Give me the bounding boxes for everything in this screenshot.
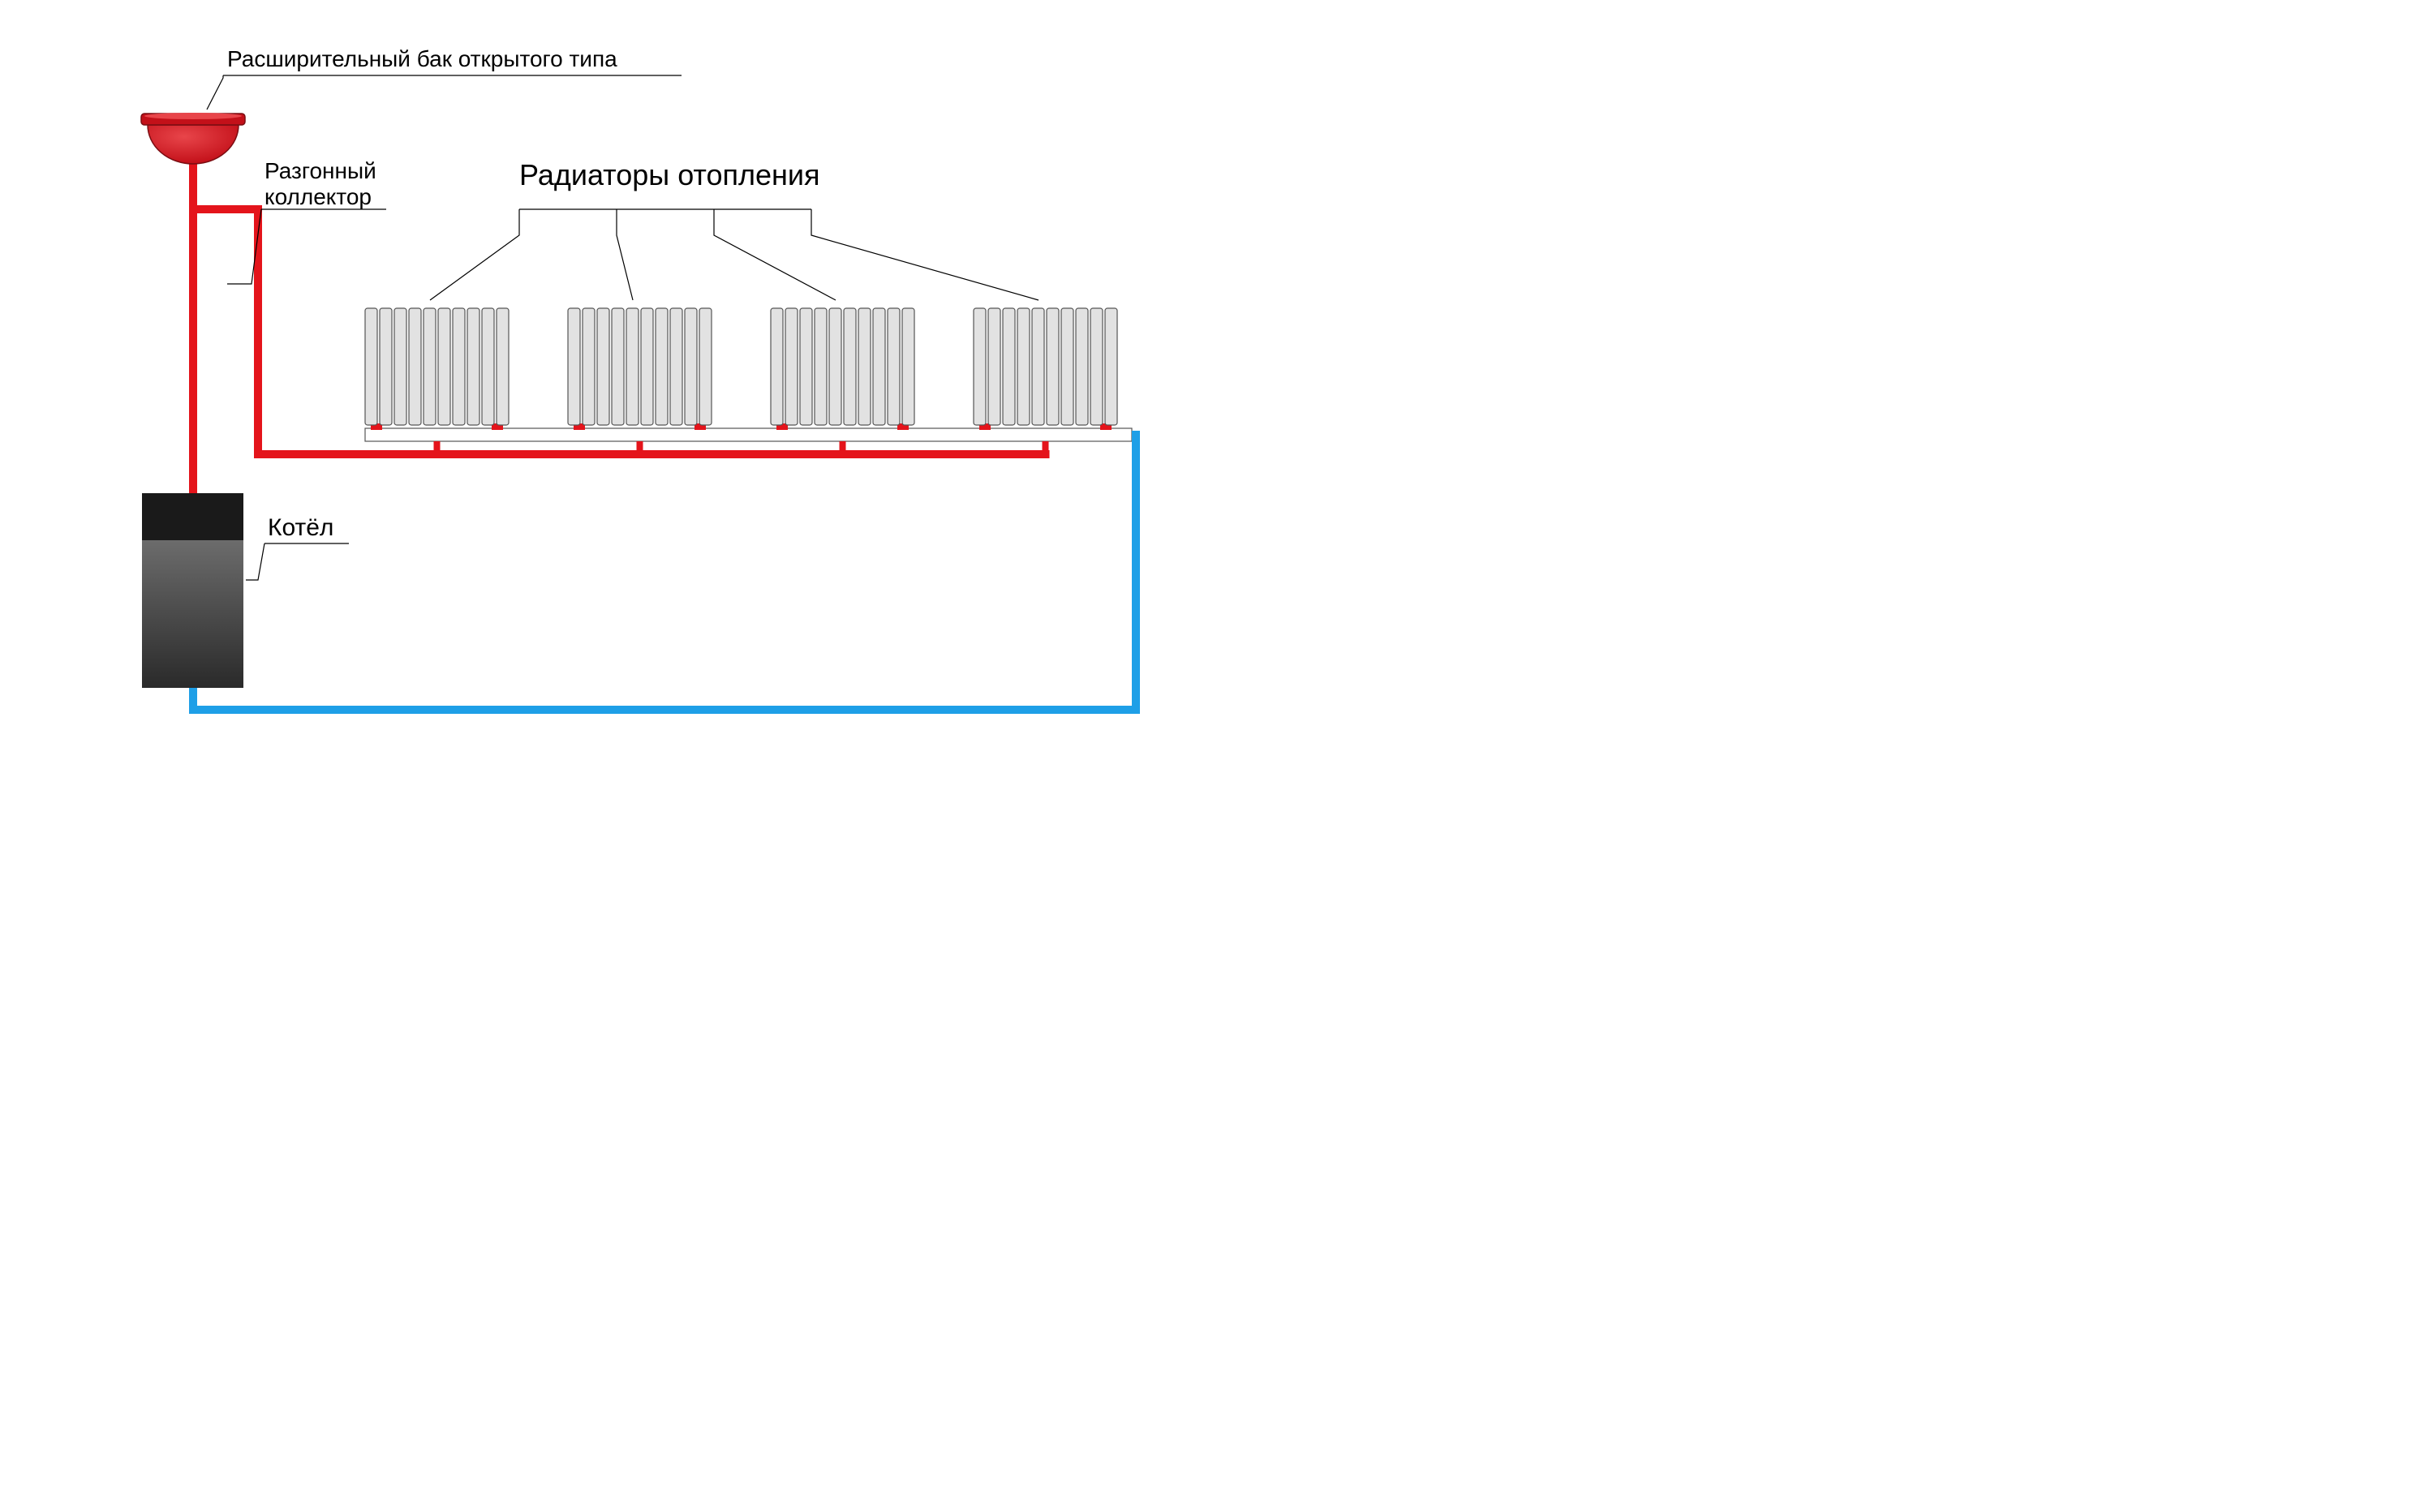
radiator-fin: [641, 308, 653, 425]
radiator-fin: [453, 308, 465, 425]
radiator-fin: [858, 308, 871, 425]
radiator-fin: [670, 308, 682, 425]
radiator-fin: [902, 308, 914, 425]
label-radiators: Радиаторы отопления: [519, 158, 820, 191]
radiator-fin: [380, 308, 392, 425]
radiator-fin: [1076, 308, 1088, 425]
radiator-fin: [568, 308, 580, 425]
expansion-tank-lip: [144, 113, 242, 119]
radiator-fin: [1003, 308, 1015, 425]
radiator-fin: [873, 308, 885, 425]
radiator-fin: [612, 308, 624, 425]
heating-system-diagram: Расширительный бак открытого типа Разгонн…: [0, 0, 1217, 756]
radiator-fin: [974, 308, 986, 425]
radiator-fin: [656, 308, 668, 425]
radiator-fin: [365, 308, 377, 425]
radiator-fin: [1061, 308, 1073, 425]
radiator-fin: [988, 308, 1000, 425]
radiator-fin: [1017, 308, 1030, 425]
radiator-fin: [626, 308, 639, 425]
radiator-fin: [785, 308, 798, 425]
radiator-fin: [497, 308, 509, 425]
label-collector-line1: Разгонный: [264, 158, 376, 183]
radiator-fin: [699, 308, 712, 425]
radiator-fin: [467, 308, 479, 425]
radiator-fin: [1105, 308, 1117, 425]
radiator-fin: [482, 308, 494, 425]
radiator-fin: [888, 308, 900, 425]
radiator-fin: [597, 308, 609, 425]
manifold-bar: [365, 428, 1132, 441]
radiator-fin: [829, 308, 841, 425]
radiator-fin: [1047, 308, 1059, 425]
radiator-fin: [800, 308, 812, 425]
label-boiler: Котёл: [268, 514, 333, 541]
label-collector-line2: коллектор: [264, 184, 372, 209]
radiator-fin: [583, 308, 595, 425]
radiator-fin: [424, 308, 436, 425]
boiler-top: [142, 493, 243, 540]
label-expansion-tank: Расширительный бак открытого типа: [227, 46, 617, 71]
radiator-fin: [394, 308, 406, 425]
radiator-fin: [409, 308, 421, 425]
radiator-fin: [771, 308, 783, 425]
radiator-fin: [1090, 308, 1103, 425]
radiator-fin: [815, 308, 827, 425]
boiler-body: [142, 540, 243, 688]
radiator-fin: [685, 308, 697, 425]
radiator-fin: [438, 308, 450, 425]
radiator-fin: [1032, 308, 1044, 425]
radiator-fin: [844, 308, 856, 425]
